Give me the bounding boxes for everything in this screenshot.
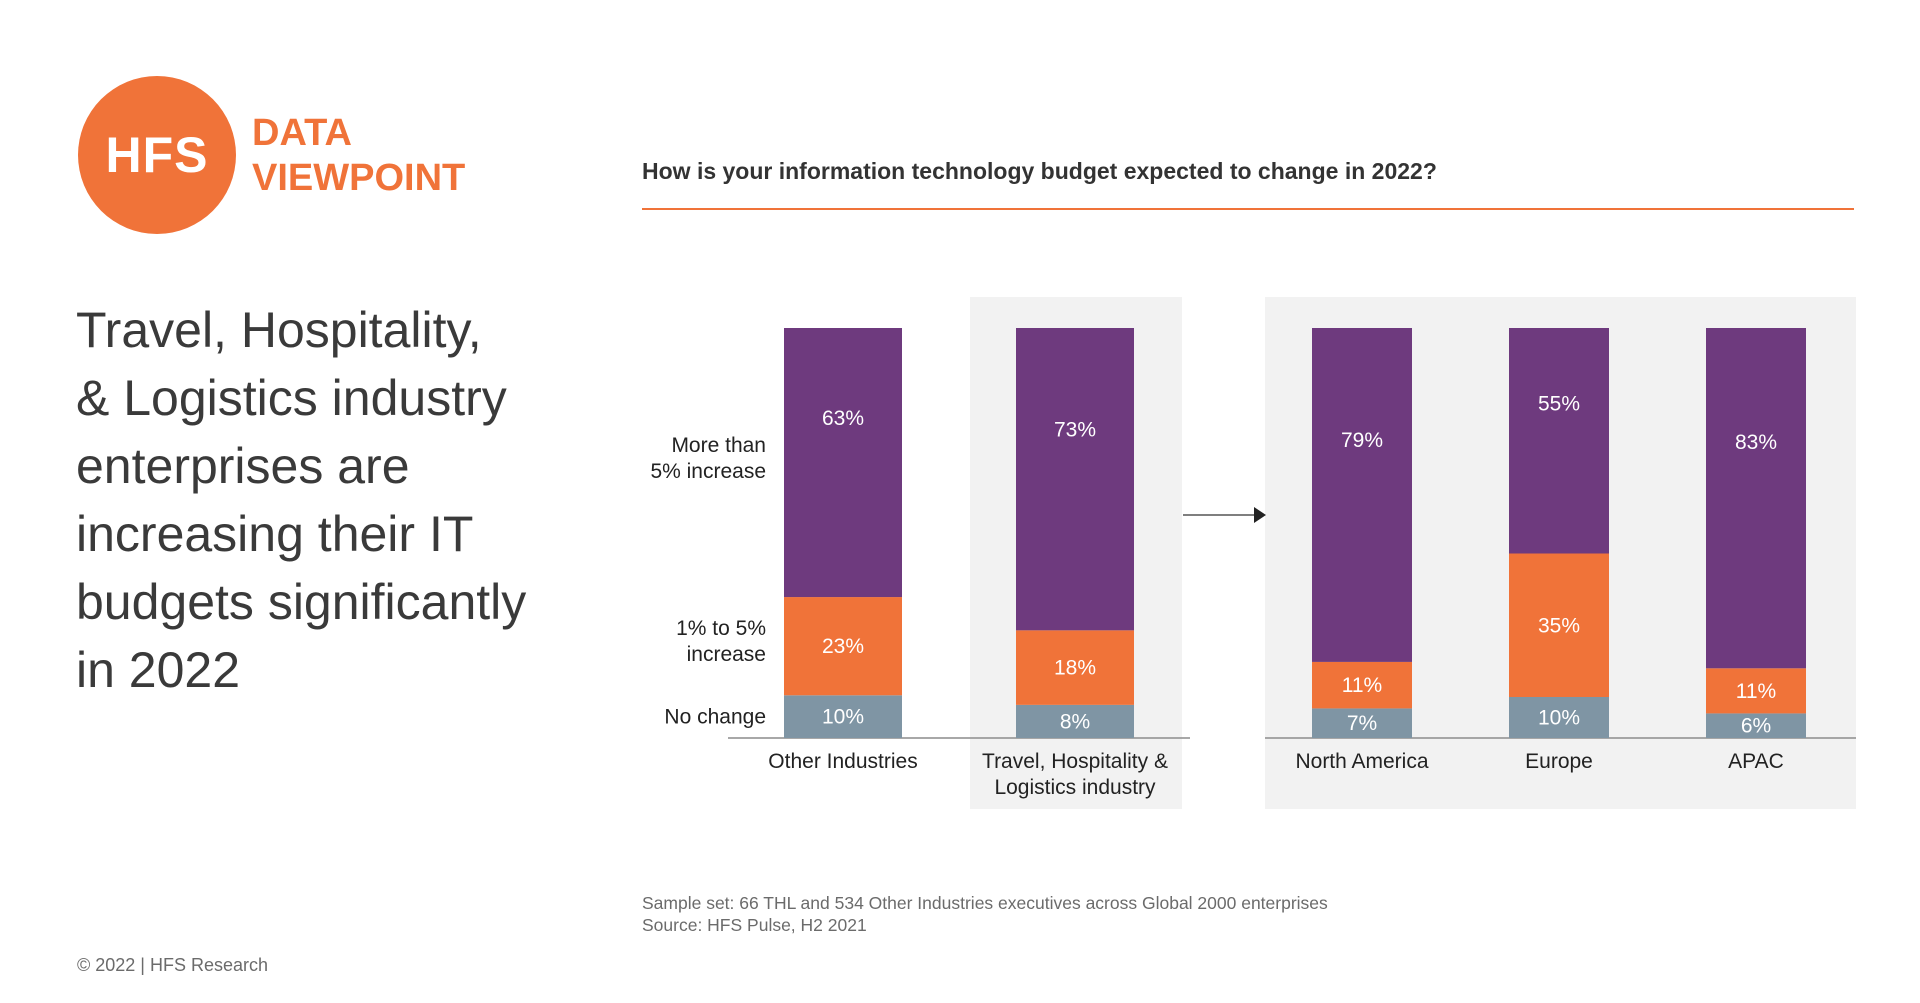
- data-label: 11%: [1342, 674, 1382, 697]
- legend-label: No change: [664, 706, 766, 729]
- brand-line-data: DATA: [252, 112, 352, 154]
- data-label: 63%: [822, 407, 864, 430]
- bar-segment: [1706, 668, 1806, 714]
- category-label: APAC: [1728, 750, 1784, 773]
- footnote-source: Source: HFS Pulse, H2 2021: [642, 915, 867, 935]
- bar-segment: [784, 328, 902, 598]
- category-label: Europe: [1525, 750, 1593, 773]
- data-label: 6%: [1741, 715, 1771, 738]
- category-label: Logistics industry: [994, 776, 1156, 799]
- bar-segment: [1312, 328, 1412, 662]
- bar-segment: [1016, 328, 1134, 631]
- data-label: 11%: [1736, 680, 1776, 703]
- data-label: 18%: [1054, 657, 1096, 680]
- bar-segment: [1016, 630, 1134, 705]
- bar-segment: [784, 695, 902, 738]
- category-label: Travel, Hospitality &: [982, 750, 1168, 773]
- logo-text: HFS: [105, 127, 209, 183]
- data-label: 55%: [1538, 393, 1580, 416]
- bar-segment: [1509, 553, 1609, 697]
- question-divider: [642, 208, 1854, 210]
- arrow-head-icon: [1254, 507, 1266, 523]
- bar-segment: [1509, 697, 1609, 738]
- data-label: 10%: [822, 706, 864, 729]
- bar-segment: [1016, 704, 1134, 738]
- chart-question: How is your information technology budge…: [642, 158, 1437, 184]
- headline-line: increasing their IT: [76, 506, 474, 562]
- legend-label: increase: [687, 643, 766, 666]
- headline-line: in 2022: [76, 642, 241, 698]
- data-label: 79%: [1341, 429, 1383, 452]
- data-label: 83%: [1735, 431, 1777, 454]
- headline-line: Travel, Hospitality,: [76, 302, 482, 358]
- brand-line-viewpoint: VIEWPOINT: [252, 157, 466, 199]
- bar-segment: [1509, 328, 1609, 554]
- data-label: 10%: [1538, 707, 1580, 730]
- legend-label: 5% increase: [650, 460, 766, 483]
- bar-segment: [784, 597, 902, 696]
- hfs-logo: HFS: [78, 76, 236, 234]
- data-label: 8%: [1060, 710, 1090, 733]
- data-label: 23%: [822, 635, 864, 658]
- headline-line: budgets significantly: [76, 574, 527, 630]
- bar-segment: [1706, 328, 1806, 669]
- legend-label: More than: [671, 434, 766, 457]
- category-label: North America: [1295, 750, 1428, 773]
- data-label: 73%: [1054, 418, 1096, 441]
- footnote-sample: Sample set: 66 THL and 534 Other Industr…: [642, 893, 1328, 913]
- data-label: 7%: [1347, 712, 1377, 735]
- headline-line: & Logistics industry: [76, 370, 507, 426]
- headline-line: enterprises are: [76, 438, 410, 494]
- bar-segment: [1312, 661, 1412, 709]
- copyright: © 2022 | HFS Research: [77, 955, 269, 975]
- bar-segment: [1706, 713, 1806, 738]
- bar-segment: [1312, 708, 1412, 738]
- data-label: 35%: [1538, 614, 1580, 637]
- legend-label: 1% to 5%: [676, 617, 766, 640]
- category-label: Other Industries: [768, 750, 917, 773]
